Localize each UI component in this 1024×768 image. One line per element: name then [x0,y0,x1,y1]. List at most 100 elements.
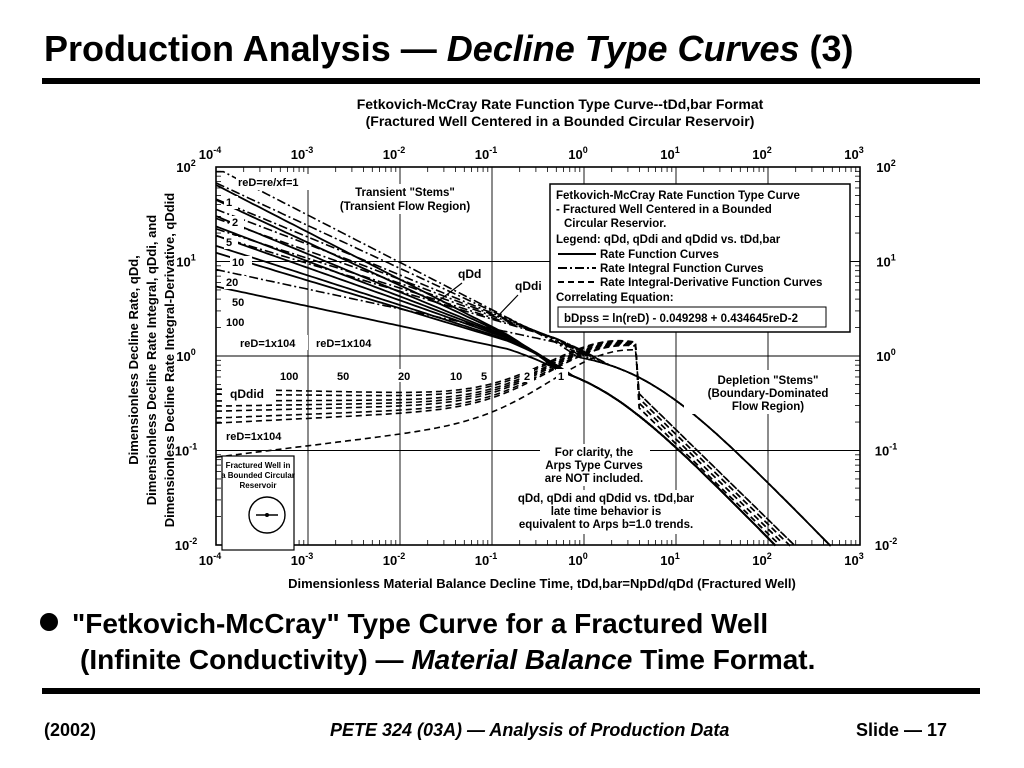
stem-label-bg [230,296,252,309]
stem-label-bg [224,196,238,209]
inset-label-1: Fractured Well in [226,461,291,470]
qDd-label: qDd [458,267,481,281]
bottom-stem-label-bg [448,369,468,382]
series-curve-dashed-reD-50 [215,343,784,544]
inset-label-2: a Bounded Circular [221,471,295,480]
reD-top-label: reD=re/xf=1 [238,177,299,189]
x-tick-label-top: 10-3 [291,145,313,162]
qDdid-label: qDdid [230,387,264,401]
clarity-label-2: Arps Type Curves [545,460,643,472]
x-tick-label-top: 10-1 [475,145,497,162]
x-tick-label-bottom: 102 [752,551,771,568]
x-tick-label-top: 103 [844,145,863,162]
stem-label: 100 [226,317,244,329]
series-curve-dash-dot-reD-100 [215,235,832,547]
bottom-stem-label: 1 [558,371,564,383]
legend-corr-box [557,306,827,328]
x-tick-label-top: 10-2 [383,145,405,162]
x-tick-label-top: 100 [568,145,587,162]
clarity-label-3: are NOT included. [545,473,643,485]
footer-year: (2002) [44,720,97,740]
reD-top-box [236,174,310,190]
chart-title-line2: (Fractured Well Centered in a Bounded Ci… [365,113,755,129]
series-curve-dashed-reD-1 [215,339,780,545]
stem-label-bg [230,216,244,229]
inset-label-3: Reservoir [240,481,277,490]
legend-title-3: Circular Reservior. [564,218,666,230]
x-tick-label-top: 10-4 [199,145,221,162]
qDdi-label: qDdi [515,279,542,293]
bottom-stem-label: 5 [481,371,487,383]
stem-label: 20 [226,277,238,289]
stem-label: 10 [232,257,244,269]
qDd-arrow [435,282,463,304]
slide-title: Production Analysis — Decline Type Curve… [44,28,854,70]
legend-item-rate: Rate Function Curves [600,249,719,261]
y-axis-label-1: Dimensionless Decline Rate, qDd, [126,255,141,465]
depletion-label-1: Depletion "Stems" [717,375,818,387]
legend-title-1: Fetkovich-McCray Rate Function Type Curv… [556,190,800,202]
y-tick-label-left: 10-2 [175,536,197,553]
chart-curves [215,170,832,547]
legend-line: Legend: qDd, qDdi and qDdid vs. tDd,bar [556,234,781,246]
y-tick-label-right: 10-1 [875,442,897,459]
legend-title-2: - Fractured Well Centered in a Bounded [556,204,772,216]
stem-label-bg [224,236,238,249]
stem-label-bg [230,256,252,269]
x-tick-label-bottom: 10-1 [475,551,497,568]
reservoir-circle-icon [248,496,286,534]
depletion-box [684,370,854,414]
legend-corr-eq: bDpss = ln(reD) - 0.049298 + 0.434645reD… [564,313,798,325]
y-tick-label-left: 102 [176,158,195,175]
stem-label: 2 [232,217,238,229]
transient-box [330,184,480,214]
footer-course: PETE 324 (03A) — Analysis of Production … [330,720,730,740]
y-tick-label-left: 100 [176,347,195,364]
legend-item-derivative: Rate Integral-Derivative Function Curves [600,277,822,289]
stem-label: 1 [226,197,232,209]
clarity-label-1: For clarity, the [555,447,633,459]
x-tick-label-bottom: 10-2 [383,551,405,568]
late-label-2: late time behavior is [551,506,662,518]
series-curve-dashed-reD-20 [215,343,780,545]
bottom-stem-label: 50 [337,371,349,383]
bottom-stem-label-bg [522,369,534,382]
y-tick-label-right: 10-2 [875,536,897,553]
x-tick-label-bottom: 10-4 [199,551,221,568]
top-rule [42,78,980,84]
late-box [506,490,706,534]
bottom-stem-label-bg [556,369,568,382]
x-tick-label-bottom: 10-3 [291,551,313,568]
series-curve-dash-dot-reD-5 [215,198,832,547]
bullet-line2: (Infinite Conductivity) — Material Balan… [40,642,815,678]
legend-corr-label: Correlating Equation: [556,292,674,304]
reD-1e4-b-box [314,335,384,350]
transient-label-1: Transient "Stems" [355,187,455,199]
bottom-stem-label-bg [396,369,416,382]
y-tick-label-left: 10-1 [175,442,197,459]
x-tick-label-top: 101 [660,145,679,162]
bottom-stem-label-bg [278,369,306,382]
y-tick-label-right: 100 [876,347,895,364]
depletion-label-3: Flow Region) [732,401,804,413]
bottom-stem-label: 10 [450,371,462,383]
reD-1e4-c-label: reD=1x104 [226,431,282,443]
series-curve-dashed-reD-100 [215,344,791,547]
bullet-line2-a: (Infinite Conductivity) — [80,644,412,675]
chart-title: Fetkovich-McCray Rate Function Type Curv… [120,96,1000,130]
bullet-text: "Fetkovich-McCray" Type Curve for a Frac… [40,606,815,678]
late-label-3: equivalent to Arps b=1.0 trends. [519,519,693,531]
chart-title-line1: Fetkovich-McCray Rate Function Type Curv… [356,96,764,112]
late-label-1: qDd, qDdi and qDdid vs. tDd,bar [518,493,695,505]
bottom-stem-label-bg [479,369,491,382]
plot-frame [215,166,861,546]
reD-1e4-b-label: reD=1x104 [316,338,372,350]
reD-1e4-a-box [238,335,308,350]
stem-label-bg [224,276,246,289]
series-curve-dashed-reD-10000 [215,348,795,546]
x-tick-label-top: 102 [752,145,771,162]
title-main: Production Analysis — [44,28,447,69]
transient-label-2: (Transient Flow Region) [340,201,471,213]
reD-1e4-a-label: reD=1x104 [240,338,296,350]
